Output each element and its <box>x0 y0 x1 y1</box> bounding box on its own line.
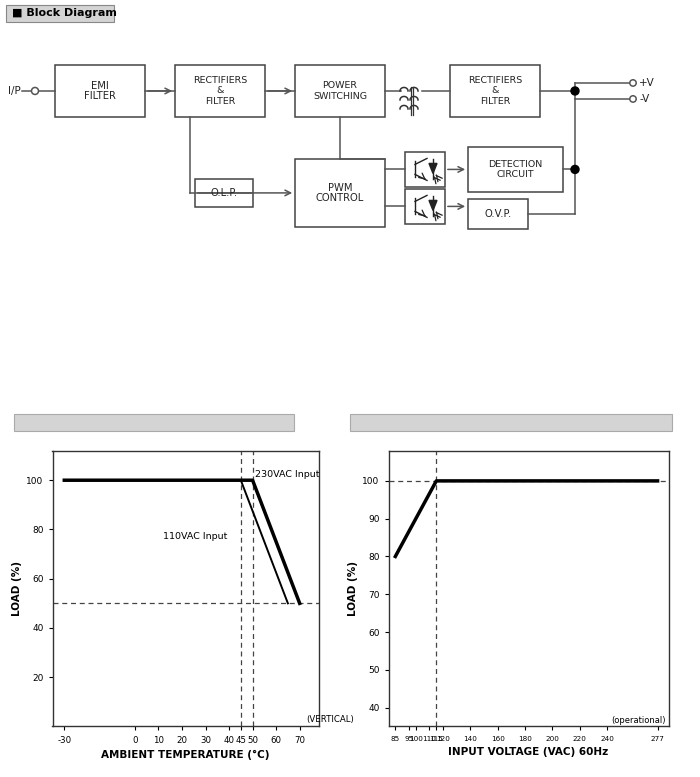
Text: EMI: EMI <box>91 81 109 91</box>
Bar <box>195 179 253 207</box>
Text: O.L.P.: O.L.P. <box>211 188 237 198</box>
Circle shape <box>571 166 579 173</box>
Text: DETECTION: DETECTION <box>489 160 542 169</box>
Bar <box>295 65 385 117</box>
Y-axis label: LOAD (%): LOAD (%) <box>12 561 22 616</box>
Circle shape <box>32 88 38 95</box>
Polygon shape <box>429 163 437 173</box>
X-axis label: INPUT VOLTAGE (VAC) 60Hz: INPUT VOLTAGE (VAC) 60Hz <box>449 747 608 757</box>
Text: I/P: I/P <box>8 86 21 96</box>
Text: (VERTICAL): (VERTICAL) <box>307 715 354 724</box>
Text: PWM: PWM <box>328 183 352 193</box>
Bar <box>295 159 385 227</box>
Y-axis label: LOAD (%): LOAD (%) <box>348 561 358 616</box>
X-axis label: AMBIENT TEMPERATURE (°C): AMBIENT TEMPERATURE (°C) <box>102 750 270 760</box>
Text: &: & <box>491 86 498 96</box>
Text: FILTER: FILTER <box>480 97 510 106</box>
Text: ■ Block Diagram: ■ Block Diagram <box>12 9 117 19</box>
Bar <box>175 65 265 117</box>
Text: 110VAC Input: 110VAC Input <box>163 532 228 542</box>
Text: O.V.P.: O.V.P. <box>484 209 512 219</box>
Circle shape <box>571 87 579 95</box>
Text: FILTER: FILTER <box>205 97 235 106</box>
Text: CONTROL: CONTROL <box>316 193 364 203</box>
Text: FILTER: FILTER <box>84 91 116 101</box>
Text: ■ Output Derating VS Input Voltage: ■ Output Derating VS Input Voltage <box>354 418 566 427</box>
Text: &: & <box>216 86 224 96</box>
FancyBboxPatch shape <box>6 5 114 22</box>
Text: RECTIFIERS: RECTIFIERS <box>193 76 247 85</box>
Text: SWITCHING: SWITCHING <box>313 92 367 101</box>
Text: CIRCUIT: CIRCUIT <box>497 170 534 179</box>
Text: RECTIFIERS: RECTIFIERS <box>468 76 522 85</box>
Text: ■ Derating Curve VS Ambient Temperature: ■ Derating Curve VS Ambient Temperature <box>18 418 272 427</box>
Bar <box>468 199 528 229</box>
Text: +V: +V <box>639 78 654 88</box>
Bar <box>405 152 445 187</box>
Circle shape <box>630 80 636 86</box>
Bar <box>468 147 563 192</box>
Bar <box>450 65 540 117</box>
Bar <box>55 65 145 117</box>
Text: POWER: POWER <box>323 82 358 90</box>
Text: 230VAC Input: 230VAC Input <box>255 470 319 479</box>
Bar <box>405 189 445 224</box>
Text: -V: -V <box>639 94 650 104</box>
Circle shape <box>630 96 636 102</box>
Polygon shape <box>429 200 437 211</box>
Text: (operational): (operational) <box>611 716 666 725</box>
